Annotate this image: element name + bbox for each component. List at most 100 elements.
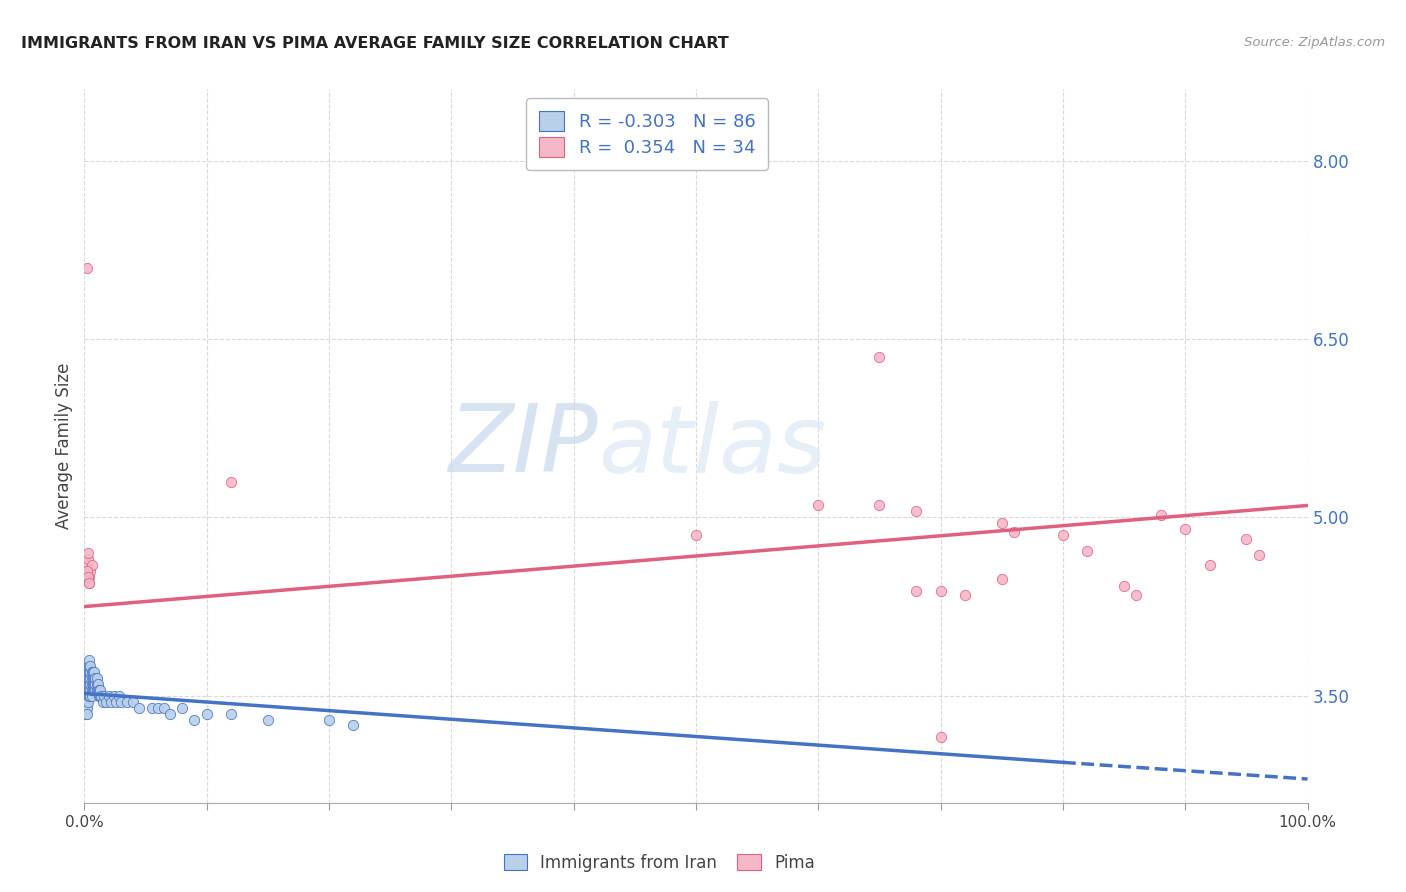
- Point: [76, 706, 98, 721]
- Point: [141, 700, 163, 714]
- Point: [77, 677, 100, 691]
- Point: [83, 677, 105, 691]
- Point: [77, 671, 100, 685]
- Point: [929, 584, 952, 599]
- Point: [807, 499, 830, 513]
- Point: [82, 682, 104, 697]
- Point: [90, 689, 112, 703]
- Point: [77, 570, 100, 584]
- Point: [79, 659, 101, 673]
- Point: [79, 677, 101, 691]
- Point: [929, 731, 952, 745]
- Point: [953, 588, 976, 602]
- Point: [76, 260, 98, 275]
- Point: [1002, 524, 1025, 539]
- Point: [77, 575, 100, 590]
- Point: [75, 564, 97, 578]
- Point: [83, 665, 105, 679]
- Point: [1174, 522, 1197, 536]
- Point: [82, 671, 104, 685]
- Point: [87, 677, 110, 691]
- Point: [77, 546, 100, 560]
- Point: [77, 689, 100, 703]
- Point: [76, 682, 98, 697]
- Point: [1247, 549, 1270, 563]
- Point: [76, 689, 98, 703]
- Point: [80, 665, 103, 679]
- Point: [77, 695, 100, 709]
- Point: [77, 659, 100, 673]
- Point: [93, 689, 115, 703]
- Point: [1125, 588, 1147, 602]
- Point: [77, 570, 100, 584]
- Point: [219, 706, 242, 721]
- Point: [991, 516, 1014, 531]
- Point: [84, 671, 107, 685]
- Point: [73, 689, 96, 703]
- Point: [172, 700, 194, 714]
- Point: [76, 671, 98, 685]
- Point: [75, 682, 97, 697]
- Point: [91, 695, 114, 709]
- Point: [77, 659, 100, 673]
- Point: [87, 682, 110, 697]
- Point: [84, 677, 107, 691]
- Point: [183, 713, 205, 727]
- Point: [115, 695, 138, 709]
- Point: [79, 689, 101, 703]
- Point: [82, 665, 104, 679]
- Point: [75, 695, 97, 709]
- Point: [110, 695, 132, 709]
- Point: [122, 695, 145, 709]
- Point: [77, 665, 100, 679]
- Point: [103, 689, 125, 703]
- Point: [79, 682, 101, 697]
- Point: [75, 700, 97, 714]
- Point: [219, 475, 242, 489]
- Point: [685, 528, 707, 542]
- Point: [77, 575, 100, 590]
- Point: [83, 682, 105, 697]
- Point: [79, 671, 101, 685]
- Point: [77, 682, 100, 697]
- Point: [128, 700, 150, 714]
- Point: [146, 700, 169, 714]
- Text: Source: ZipAtlas.com: Source: ZipAtlas.com: [1244, 36, 1385, 49]
- Point: [80, 671, 103, 685]
- Point: [82, 677, 104, 691]
- Point: [75, 671, 97, 685]
- Point: [76, 558, 98, 572]
- Point: [86, 677, 108, 691]
- Point: [79, 564, 101, 578]
- Point: [1076, 543, 1098, 558]
- Point: [87, 689, 110, 703]
- Point: [87, 682, 110, 697]
- Point: [1150, 508, 1173, 522]
- Point: [97, 689, 120, 703]
- Point: [89, 689, 111, 703]
- Y-axis label: Average Family Size: Average Family Size: [55, 363, 73, 529]
- Point: [86, 671, 108, 685]
- Point: [84, 682, 107, 697]
- Point: [80, 682, 103, 697]
- Point: [905, 584, 928, 599]
- Legend: Immigrants from Iran, Pima: Immigrants from Iran, Pima: [495, 846, 823, 880]
- Point: [80, 677, 103, 691]
- Point: [77, 653, 100, 667]
- Point: [75, 706, 97, 721]
- Point: [1052, 528, 1074, 542]
- Point: [105, 695, 128, 709]
- Point: [77, 671, 100, 685]
- Point: [257, 713, 280, 727]
- Point: [107, 689, 129, 703]
- Point: [342, 718, 364, 732]
- Point: [86, 682, 108, 697]
- Point: [75, 691, 97, 706]
- Point: [1236, 532, 1258, 546]
- Point: [80, 689, 103, 703]
- Point: [1114, 579, 1136, 593]
- Point: [77, 682, 100, 697]
- Point: [905, 504, 928, 518]
- Point: [76, 695, 98, 709]
- Point: [869, 350, 891, 364]
